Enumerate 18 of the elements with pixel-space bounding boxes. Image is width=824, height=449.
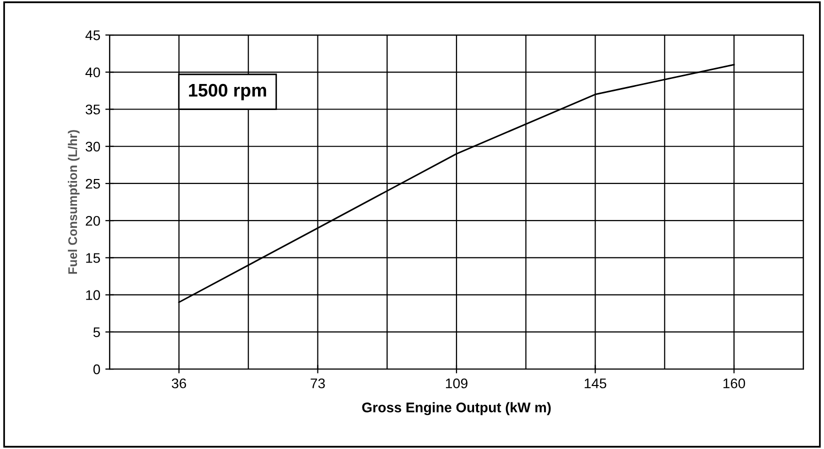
y-tick-label: 40 <box>85 67 100 78</box>
y-tick-label: 5 <box>93 327 100 338</box>
y-tick-label: 30 <box>86 142 100 152</box>
y-tick-label: 45 <box>85 30 100 40</box>
x-tick-label: 109 <box>446 378 468 388</box>
y-tick-label: 35 <box>86 104 100 114</box>
y-tick-label: 15 <box>86 253 100 263</box>
annotation: 1500 rpm <box>189 84 266 100</box>
y-tick-label: 25 <box>86 178 100 189</box>
y-axis-title: Fuel Consumption (L/hr) <box>68 130 80 274</box>
x-tick-label: 73 <box>310 378 325 388</box>
x-tick-label: 36 <box>172 378 186 388</box>
y-tick-label: 0 <box>93 364 100 374</box>
x-tick-label: 160 <box>723 378 746 388</box>
y-tick-label: 10 <box>86 290 100 300</box>
x-tick-label: 145 <box>584 378 606 388</box>
x-axis-title: Gross Engine Output (kW m) <box>362 402 551 416</box>
y-tick-label: 20 <box>86 216 100 226</box>
